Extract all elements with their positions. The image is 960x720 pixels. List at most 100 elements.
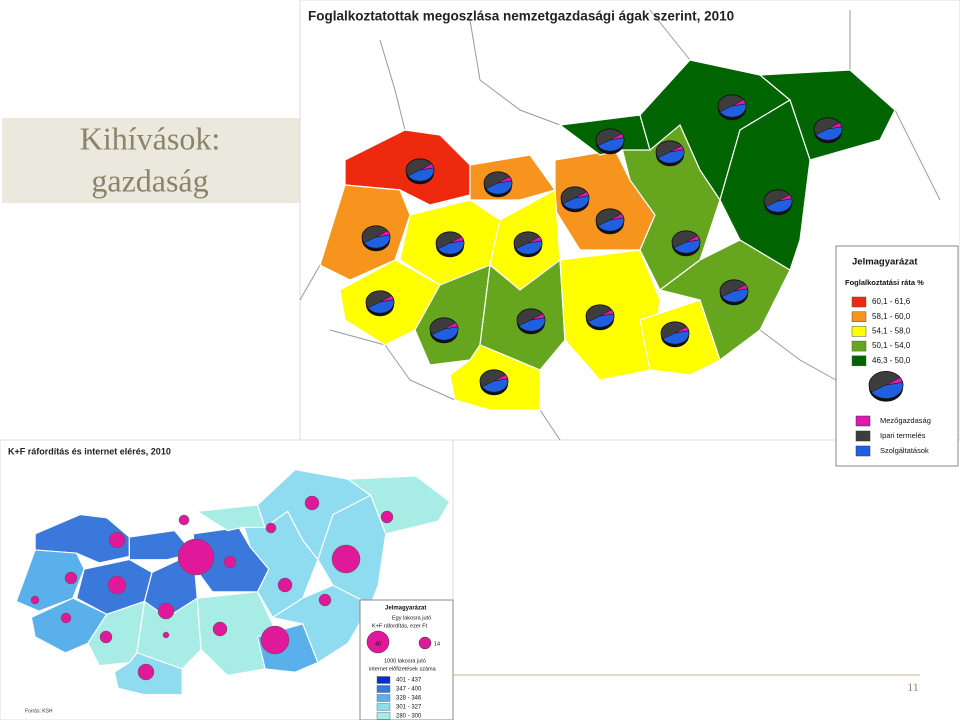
pie-slice	[733, 284, 749, 292]
pie-slice	[431, 326, 459, 341]
legend-swatch	[855, 415, 871, 427]
border	[759, 329, 837, 381]
bubble	[157, 602, 175, 620]
legend-swatch	[851, 355, 867, 367]
pie-slice	[527, 236, 543, 244]
legend-swatch	[855, 430, 871, 442]
legend-label: 301 - 327	[396, 705, 422, 711]
legend-value: 14	[434, 641, 440, 647]
legend-heading: Jelmagyarázat	[385, 606, 426, 612]
bubble	[108, 531, 126, 549]
title-box	[2, 118, 300, 203]
pie-slice	[609, 133, 625, 141]
bubble	[380, 510, 394, 524]
legend-swatch	[855, 445, 871, 457]
slide-title: Kihívások:	[80, 120, 220, 156]
legend-bubble	[366, 630, 390, 654]
bubble	[162, 631, 170, 639]
legend-label: 50,1 - 54,0	[872, 341, 911, 350]
pie-slice	[777, 194, 793, 202]
legend-swatch	[851, 311, 867, 322]
legend-bubble	[418, 636, 432, 650]
legend-swatch	[851, 326, 867, 337]
border	[469, 19, 561, 126]
pie-slice	[871, 382, 904, 399]
legend-label: 60,1 - 61,6	[872, 297, 911, 306]
pie-slice	[375, 230, 391, 238]
bubble	[178, 514, 190, 526]
legend-value: 40	[375, 641, 381, 647]
pie-slice	[443, 322, 459, 330]
pie-slice	[449, 236, 465, 244]
legend-text: Egy lakosra jutó	[392, 615, 431, 621]
pie-slice	[587, 313, 615, 328]
pie-slice	[574, 191, 590, 199]
pie-slice	[731, 99, 747, 107]
legend-box	[359, 599, 454, 720]
pie-slice	[481, 378, 509, 393]
map-title: Foglalkoztatottak megoszlása nemzetgazda…	[308, 9, 734, 24]
bubble	[30, 595, 40, 605]
bubble	[265, 522, 277, 534]
bubble	[223, 555, 237, 569]
pie-slice	[379, 295, 395, 303]
legend-label: Mezőgazdaság	[880, 416, 931, 425]
county	[195, 504, 266, 532]
pie-slice	[662, 330, 690, 345]
pie-slice	[437, 240, 465, 255]
source: Forrás: KSH	[25, 708, 53, 714]
legend-text: 1000 lakosra jutó	[384, 658, 426, 664]
legend-label: 54,1 - 58,0	[872, 327, 911, 336]
legend-label: 347 - 400	[396, 687, 422, 693]
map-title: K+F ráfordítás és internet elérés, 2010	[8, 446, 171, 456]
border	[894, 109, 941, 201]
pie-slice	[515, 240, 543, 255]
pie-slice	[674, 326, 690, 334]
pie-slice	[562, 195, 590, 210]
pie-slice	[407, 167, 435, 182]
legend-swatch	[376, 685, 391, 693]
pie-slice	[721, 288, 749, 303]
legend-swatch	[851, 296, 867, 308]
legend-label: 328 - 346	[396, 696, 422, 702]
legend-swatch	[376, 694, 391, 702]
pie-slice	[719, 103, 747, 118]
neighbor-borders	[299, 9, 941, 441]
pie-slice	[367, 299, 395, 314]
bubble	[107, 575, 127, 595]
legend-label: 280 - 300	[396, 714, 422, 720]
legend-swatch	[376, 703, 391, 711]
page-number: 11	[907, 680, 919, 694]
pie-slice	[669, 145, 685, 153]
bubble	[212, 621, 228, 637]
pie-slice	[885, 377, 903, 386]
legend-label: 46,3 - 50,0	[872, 356, 911, 365]
map	[319, 59, 896, 411]
slide-title: gazdaság	[91, 162, 208, 198]
bubble	[177, 538, 215, 576]
pie-slice	[419, 163, 435, 171]
bubble	[64, 571, 78, 585]
legend-items: 401 - 437 347 - 400 328 - 346 301 - 327 280 …	[376, 676, 422, 720]
bubble	[331, 544, 361, 574]
bubble	[99, 630, 113, 644]
border	[299, 264, 321, 301]
legend-items: 60,1 - 61,6 58,1 - 60,0 54,1 - 58,0 50,1 - …	[851, 296, 931, 457]
pie-layer	[361, 94, 843, 396]
legend-label: 401 - 437	[396, 678, 422, 684]
legend-swatch	[376, 712, 391, 720]
bubble	[260, 625, 290, 655]
pie-slice	[363, 234, 391, 249]
legend-swatch	[851, 340, 867, 352]
legend-text: K+F ráfordítás, ezer Ft	[372, 623, 428, 629]
bubble	[304, 495, 320, 511]
legend-swatch	[376, 676, 391, 684]
legend-label: Szolgáltatások	[880, 446, 929, 455]
border	[539, 409, 561, 441]
pie-slice	[493, 374, 509, 382]
border	[329, 329, 456, 401]
pie-slice	[827, 122, 843, 130]
legend-label: Ipari termelés	[880, 431, 926, 440]
pie-slice	[599, 309, 615, 317]
